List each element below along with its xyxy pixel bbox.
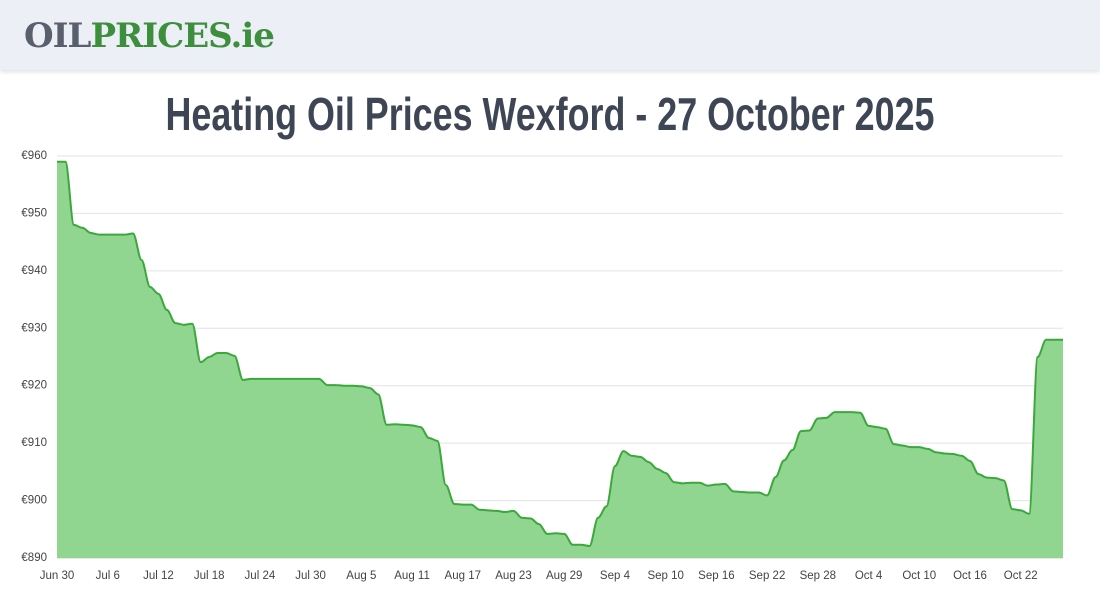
price-line <box>56 160 1063 547</box>
x-tick-label: Jul 24 <box>245 570 276 582</box>
x-tick-label: Sep 10 <box>647 570 683 582</box>
x-tick-label: Sep 28 <box>800 570 836 582</box>
x-tick-label: Jul 30 <box>295 570 326 582</box>
y-tick-label: €950 <box>21 207 47 219</box>
y-tick-label: €930 <box>21 322 47 334</box>
x-tick-label: Jun 30 <box>40 570 75 582</box>
logo-part: OIL <box>24 16 91 56</box>
x-tick-label: Oct 10 <box>902 570 936 582</box>
x-tick-label: Aug 29 <box>546 570 582 582</box>
x-tick-label: Jul 6 <box>96 570 120 582</box>
x-tick-label: Jul 18 <box>194 570 225 582</box>
y-tick-label: €910 <box>21 437 47 449</box>
x-tick-label: Oct 4 <box>855 570 883 582</box>
area-fill <box>57 161 1063 558</box>
title-wrap: Heating Oil Prices Wexford - 27 October … <box>0 84 1100 144</box>
y-tick-label: €920 <box>21 380 47 392</box>
x-tick-label: Sep 4 <box>600 570 631 582</box>
y-tick-label: €960 <box>21 150 47 162</box>
x-tick-label: Sep 22 <box>749 570 785 582</box>
x-tick-label: Jul 12 <box>143 570 174 582</box>
logo-part: PRICES.ie <box>90 16 274 56</box>
x-tick-label: Aug 5 <box>346 570 376 582</box>
y-tick-label: €940 <box>21 265 47 277</box>
x-tick-label: Aug 23 <box>495 570 531 582</box>
y-tick-label: €900 <box>21 495 47 507</box>
y-tick-label: €890 <box>21 552 47 564</box>
x-tick-label: Oct 16 <box>953 570 987 582</box>
x-tick-label: Sep 16 <box>698 570 734 582</box>
logo[interactable]: OILPRICES.ie <box>24 16 275 56</box>
header: OILPRICES.ie <box>0 0 1100 70</box>
x-tick-label: Aug 11 <box>394 570 430 582</box>
chart-title: Heating Oil Prices Wexford - 27 October … <box>165 88 935 140</box>
x-tick-label: Oct 22 <box>1004 570 1038 582</box>
x-tick-label: Aug 17 <box>445 570 481 582</box>
